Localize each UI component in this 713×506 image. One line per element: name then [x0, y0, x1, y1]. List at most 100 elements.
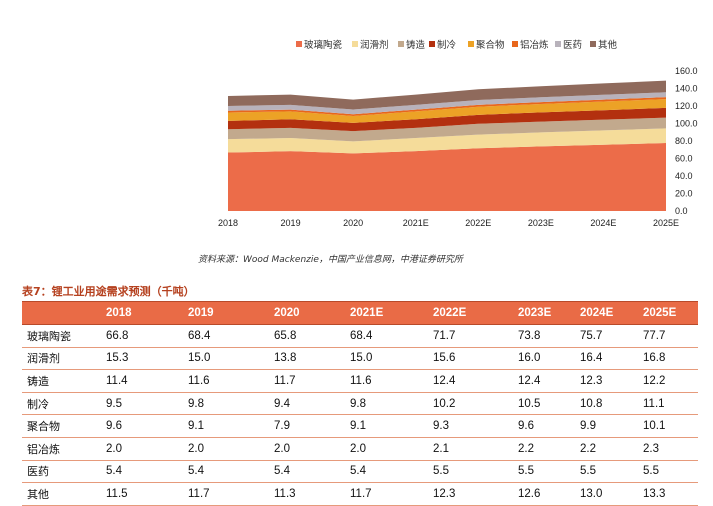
- chart-legend: 玻璃陶瓷 润滑剂 铸造 制冷 聚合物 铝冶炼 医药 其他: [296, 39, 618, 51]
- table-cell: 2.1: [429, 437, 514, 461]
- table-cell: 2.0: [102, 437, 184, 461]
- table-cell: 15.0: [346, 347, 429, 371]
- x-tick-label: 2023E: [528, 218, 554, 228]
- table-cell: 16.8: [639, 347, 698, 371]
- table-cell: 10.5: [514, 392, 576, 416]
- legend-swatch: [352, 41, 358, 47]
- legend-swatch: [398, 41, 404, 47]
- legend-swatch: [555, 41, 561, 47]
- table-cell: 75.7: [576, 324, 639, 348]
- table-cell: 13.3: [639, 482, 698, 506]
- legend-swatch: [590, 41, 596, 47]
- row-label: 铝冶炼: [22, 437, 102, 461]
- table-cell: 5.4: [346, 460, 429, 484]
- y-tick-label: 80.0: [675, 136, 693, 146]
- table-cell: 16.0: [514, 347, 576, 371]
- row-label: 铸造: [22, 369, 102, 393]
- legend-label: 铸造: [406, 39, 426, 51]
- x-tick-label: 2021E: [403, 218, 429, 228]
- legend-label: 玻璃陶瓷: [304, 39, 343, 51]
- header-cell: 2019: [184, 301, 270, 325]
- table-cell: 9.8: [184, 392, 270, 416]
- table-row: 润滑剂 15.3 15.0 13.8 15.0 15.6 16.0 16.4 16.8: [22, 347, 698, 371]
- table-cell: 10.1: [639, 414, 698, 438]
- row-label: 润滑剂: [22, 347, 102, 371]
- table-cell: 9.3: [429, 414, 514, 438]
- table-cell: 10.2: [429, 392, 514, 416]
- row-label: 其他: [22, 482, 102, 506]
- table-row: 医药 5.4 5.4 5.4 5.4 5.5 5.5 5.5 5.5: [22, 460, 698, 484]
- demand-forecast-table: 2018 2019 2020 2021E 2022E 2023E 2024E 2…: [22, 301, 698, 506]
- header-cell: 2025E: [639, 301, 698, 325]
- legend-swatch: [429, 41, 435, 47]
- legend-swatch: [512, 41, 518, 47]
- table-cell: 2.0: [184, 437, 270, 461]
- table-cell: 9.8: [346, 392, 429, 416]
- table-row: 聚合物 9.6 9.1 7.9 9.1 9.3 9.6 9.9 10.1: [22, 414, 698, 438]
- table-cell: 5.4: [270, 460, 346, 484]
- table-cell: 5.4: [184, 460, 270, 484]
- table-row: 其他 11.5 11.7 11.3 11.7 12.3 12.6 13.0 13.3: [22, 482, 698, 506]
- table-cell: 11.4: [102, 369, 184, 393]
- table-cell: 15.0: [184, 347, 270, 371]
- table-cell: 7.9: [270, 414, 346, 438]
- table-cell: 9.1: [346, 414, 429, 438]
- legend-label: 医药: [563, 40, 582, 51]
- chart-areas: [228, 80, 666, 211]
- table-cell: 2.2: [514, 437, 576, 461]
- table-cell: 77.7: [639, 324, 698, 348]
- stacked-area-chart: 玻璃陶瓷 润滑剂 铸造 制冷 聚合物 铝冶炼 医药 其他 0.0 20.0 40.0 60.0 80.…: [218, 39, 698, 228]
- table-cell: 12.4: [429, 369, 514, 393]
- table-cell: 9.6: [514, 414, 576, 438]
- row-label: 制冷: [22, 392, 102, 416]
- table-cell: 5.5: [514, 460, 576, 484]
- table-cell: 68.4: [184, 324, 270, 348]
- table-cell: 5.5: [576, 460, 639, 484]
- table-cell: 9.4: [270, 392, 346, 416]
- table-cell: 12.3: [576, 369, 639, 393]
- area-series: [228, 97, 666, 116]
- y-tick-label: 140.0: [675, 84, 698, 94]
- legend-swatch: [296, 41, 302, 47]
- row-label: 玻璃陶瓷: [22, 324, 102, 348]
- header-cell: 2022E: [429, 301, 514, 325]
- table-cell: 12.2: [639, 369, 698, 393]
- table-row: 铝冶炼 2.0 2.0 2.0 2.0 2.1 2.2 2.2 2.3: [22, 437, 698, 461]
- header-cell: 2018: [102, 301, 184, 325]
- y-tick-label: 20.0: [675, 189, 693, 199]
- table-cell: 2.0: [270, 437, 346, 461]
- y-tick-label: 100.0: [675, 119, 698, 129]
- x-tick-label: 2019: [281, 218, 301, 228]
- area-series: [228, 92, 666, 115]
- table-cell: 2.2: [576, 437, 639, 461]
- table-cell: 9.5: [102, 392, 184, 416]
- table-cell: 65.8: [270, 324, 346, 348]
- legend-swatch: [468, 41, 474, 47]
- x-tick-label: 2025E: [653, 218, 679, 228]
- table-title: 表7：锂工业用途需求预测（千吨）: [22, 285, 195, 298]
- table-cell: 2.3: [639, 437, 698, 461]
- table-cell: 5.4: [102, 460, 184, 484]
- table-cell: 68.4: [346, 324, 429, 348]
- table-cell: 71.7: [429, 324, 514, 348]
- y-tick-label: 40.0: [675, 171, 693, 181]
- y-tick-label: 60.0: [675, 154, 693, 164]
- table-body: 玻璃陶瓷 66.8 68.4 65.8 68.4 71.7 73.8 75.7 77.7 润滑剂 1…: [22, 324, 698, 506]
- table-cell: 2.0: [346, 437, 429, 461]
- area-series: [228, 143, 666, 211]
- legend-label: 聚合物: [476, 39, 505, 51]
- table-cell: 15.6: [429, 347, 514, 371]
- y-tick-label: 0.0: [675, 206, 688, 216]
- table-cell: 12.3: [429, 482, 514, 506]
- table-cell: 11.6: [184, 369, 270, 393]
- legend-label: 制冷: [437, 39, 457, 51]
- table-cell: 16.4: [576, 347, 639, 371]
- table-row: 制冷 9.5 9.8 9.4 9.8 10.2 10.5 10.8 11.1: [22, 392, 698, 416]
- table-row: 铸造 11.4 11.6 11.7 11.6 12.4 12.4 12.3 12.2: [22, 369, 698, 393]
- table-cell: 9.1: [184, 414, 270, 438]
- area-series: [228, 117, 666, 142]
- table-cell: 9.9: [576, 414, 639, 438]
- header-cell: 2023E: [514, 301, 576, 325]
- table-cell: 12.6: [514, 482, 576, 506]
- table-cell: 11.1: [639, 392, 698, 416]
